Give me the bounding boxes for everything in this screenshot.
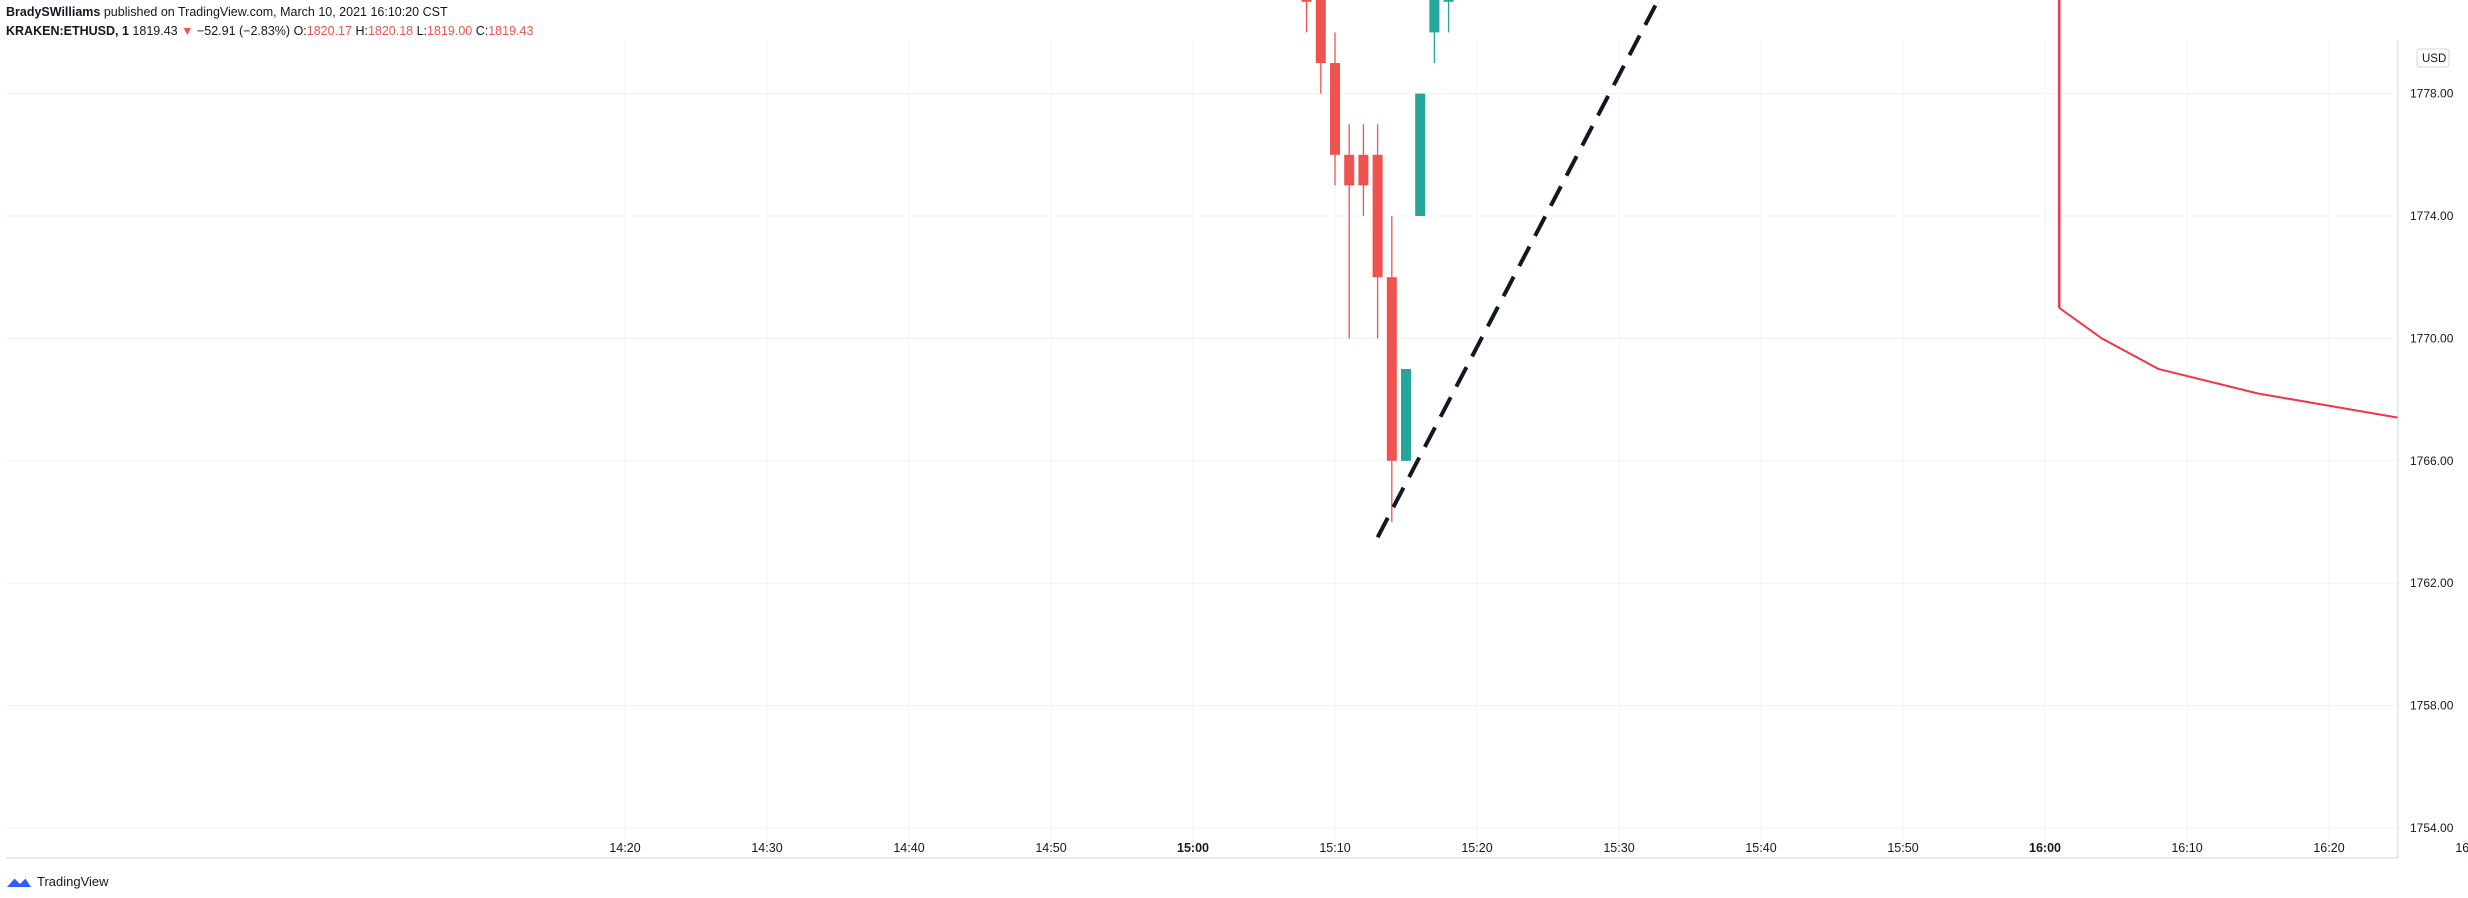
price-tick-label: 1770.00: [2410, 331, 2454, 345]
open-label: O:: [293, 24, 307, 38]
down-arrow-icon: ▼: [181, 24, 194, 38]
low-label: L:: [416, 24, 428, 38]
time-tick-label: 14:20: [609, 841, 640, 855]
time-tick-label: 15:50: [1887, 841, 1918, 855]
price-axis-area: [2398, 0, 2468, 898]
price-tick-label: 1774.00: [2410, 209, 2454, 223]
close-label: C:: [475, 24, 489, 38]
time-tick-label: 15:40: [1745, 841, 1776, 855]
time-tick-label: 15:10: [1319, 841, 1350, 855]
high-value: 1820.18: [367, 24, 414, 38]
time-tick-label: 14:40: [893, 841, 924, 855]
chart-header: BradySWilliams published on TradingView.…: [6, 3, 533, 41]
candle: [1401, 369, 1411, 461]
price-tick-label: 1754.00: [2410, 821, 2454, 835]
open-value: 1820.17: [306, 24, 352, 38]
time-tick-label: 14:50: [1035, 841, 1066, 855]
price-tick-label: 1762.00: [2410, 576, 2454, 590]
support-trend-line: [1375, 0, 1661, 539]
price-tick-label: 1766.00: [2410, 454, 2454, 468]
axes: 1754.00 1758.00 1762.00 1766.00 1770.00 1774.…: [6, 0, 2468, 898]
time-tick-label: 16:30: [2455, 841, 2468, 855]
candle: [1372, 154, 1383, 278]
currency-label: USD: [2422, 53, 2446, 65]
last-price: 1819.43: [132, 24, 178, 38]
candle: [1415, 93, 1426, 216]
time-tick-label: 15:00: [1177, 841, 1209, 855]
time-tick-label: 14:30: [751, 841, 782, 855]
candle: [1344, 154, 1355, 186]
price-tick-label: 1778.00: [2410, 87, 2454, 101]
candle: [1315, 0, 1326, 64]
candle: [1301, 0, 1312, 2]
price-tick-label: 1758.00: [2410, 699, 2454, 713]
publish-line: BradySWilliams published on TradingView.…: [6, 3, 533, 22]
close-value: 1819.43: [488, 24, 534, 38]
time-tick-label: 16:10: [2171, 841, 2202, 855]
candle: [1386, 277, 1397, 461]
time-tick-label: 16:20: [2313, 841, 2344, 855]
time-tick-label: 16:00: [2029, 841, 2061, 855]
candle: [1358, 154, 1369, 186]
price-change: −52.91 (−2.83%): [196, 24, 291, 38]
grid-lines: [6, 40, 2398, 858]
candle: [1429, 0, 1440, 33]
author-name[interactable]: BradySWilliams: [6, 5, 101, 19]
time-tick-label: 15:30: [1603, 841, 1634, 855]
low-value: 1819.00: [427, 24, 473, 38]
drawings: [1375, 0, 2468, 539]
symbol-label[interactable]: KRAKEN:ETHUSD, 1: [6, 24, 129, 38]
publish-info: published on TradingView.com, March 10, …: [103, 5, 448, 19]
tradingview-logo-icon: [7, 876, 31, 887]
tradingview-brand: TradingView: [37, 874, 109, 889]
candle: [1330, 63, 1340, 155]
ohlc-legend: KRAKEN:ETHUSD, 1 1819.43 ▼ −52.91 (−2.83…: [6, 22, 533, 41]
time-tick-label: 15:20: [1461, 841, 1492, 855]
candle: [1443, 0, 1454, 2]
currency-badge: [2416, 48, 2450, 68]
candles: [1301, 0, 1454, 522]
tradingview-logo[interactable]: TradingView: [6, 874, 109, 889]
high-label: H:: [355, 24, 368, 38]
